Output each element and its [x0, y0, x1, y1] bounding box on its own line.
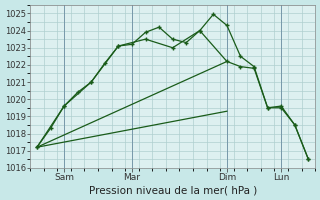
X-axis label: Pression niveau de la mer( hPa ): Pression niveau de la mer( hPa ) [89, 185, 257, 195]
